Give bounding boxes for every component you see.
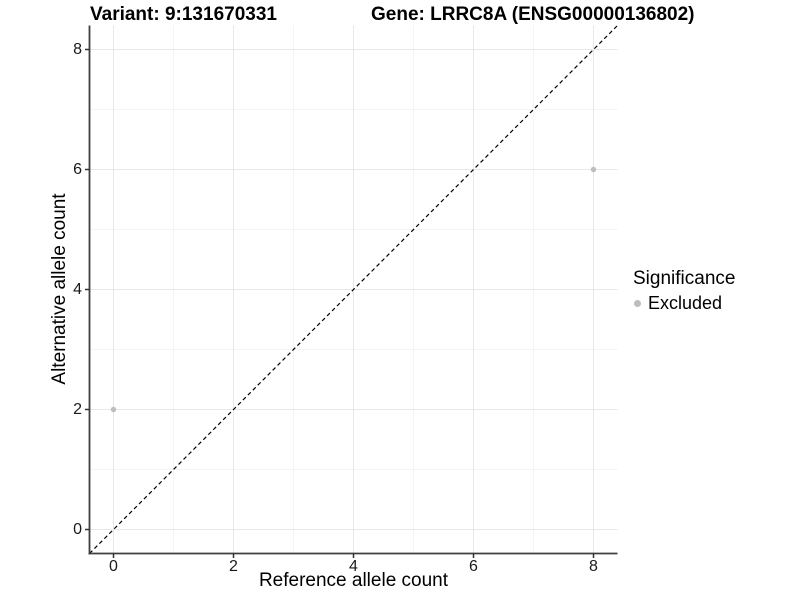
- data-point: [590, 166, 597, 173]
- y-tick-label: 6: [73, 160, 82, 178]
- y-tick-label: 4: [73, 280, 82, 298]
- legend: Significance Excluded: [633, 268, 735, 313]
- identity-dashed-line: [89, 25, 618, 554]
- legend-items: Excluded: [633, 293, 735, 313]
- x-tick-label: 4: [349, 558, 358, 575]
- y-tick-label: 0: [73, 520, 82, 538]
- y-tick-label: 2: [73, 400, 82, 418]
- plot-title-gene: Gene: LRRC8A (ENSG00000136802): [371, 4, 695, 25]
- y-tick-label: 8: [73, 40, 82, 58]
- data-point: [110, 406, 117, 413]
- legend-title: Significance: [633, 268, 736, 289]
- plot-title-variant: Variant: 9:131670331: [90, 4, 277, 25]
- x-tick-label: 8: [589, 558, 598, 575]
- x-axis-title: Reference allele count: [258, 570, 449, 591]
- legend-item-label: Excluded: [648, 292, 723, 313]
- legend-point-icon: [634, 299, 641, 307]
- x-tick-label: 2: [229, 558, 238, 575]
- x-tick-label: 6: [469, 558, 478, 575]
- x-tick-label: 0: [109, 558, 118, 575]
- legend-item: Excluded: [633, 293, 735, 313]
